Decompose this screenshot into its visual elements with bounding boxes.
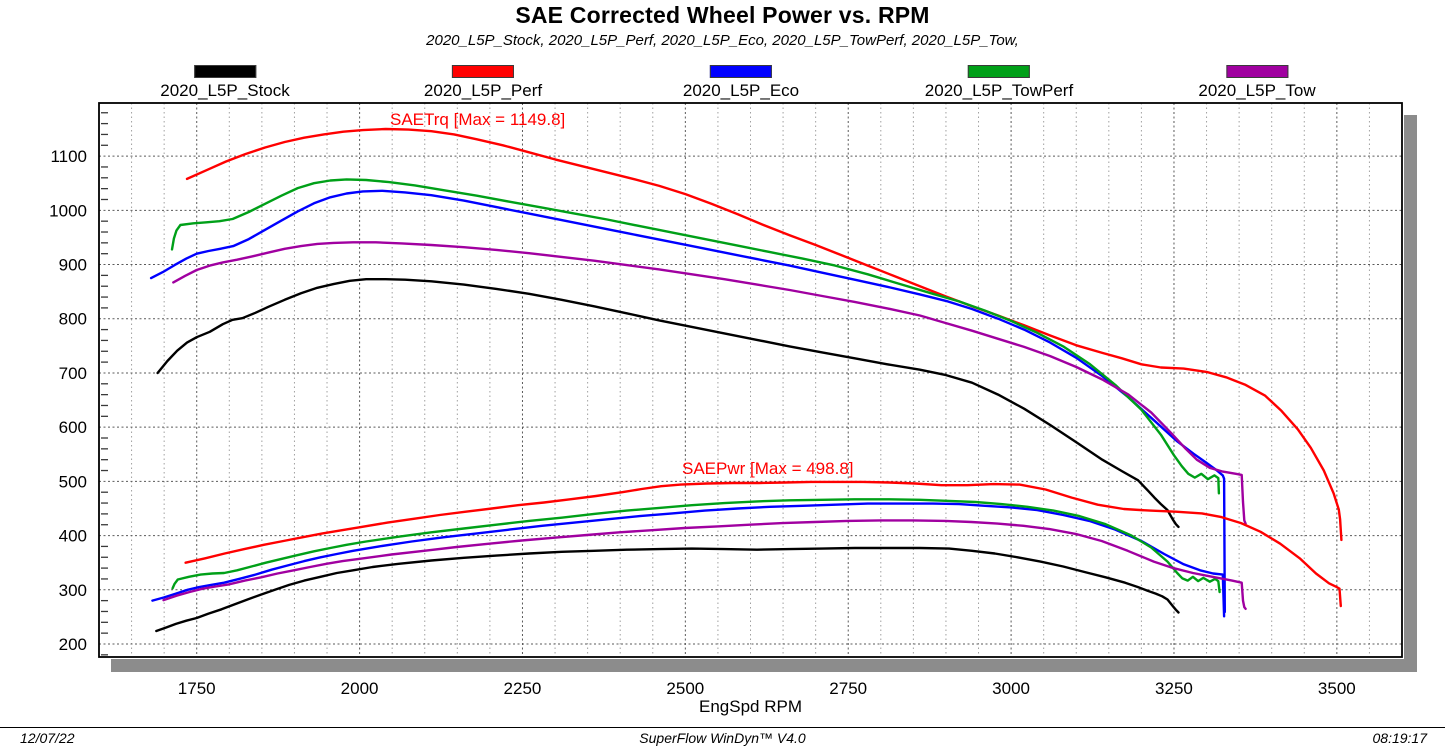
saetrq-max-annotation: SAETrq [Max = 1149.8] (390, 110, 566, 129)
curve-SAEPwr-2020_L5P_TowPerf (171, 498, 1221, 594)
gridlines (99, 103, 1402, 657)
x-tick-label: 2000 (341, 679, 379, 698)
y-tick-label: 300 (59, 581, 87, 600)
footer-app-version: SuperFlow WinDyn™ V4.0 (639, 730, 806, 746)
x-tick-label: 2750 (829, 679, 867, 698)
plot-border (98, 102, 1403, 658)
plot-shadow-right (1404, 115, 1417, 672)
y-tick-label: 500 (59, 472, 87, 491)
y-tick-label: 900 (59, 256, 87, 275)
legend-swatch (194, 65, 256, 78)
legend-item-2020_L5P_TowPerf: 2020_L5P_TowPerf (925, 65, 1073, 101)
legend-swatch (1226, 65, 1288, 78)
legend-label: 2020_L5P_Eco (682, 81, 800, 100)
footer-date: 12/07/22 (20, 730, 75, 746)
legend-label: 2020_L5P_TowPerf (924, 81, 1074, 100)
legend-item-2020_L5P_Eco: 2020_L5P_Eco (683, 65, 799, 101)
saepwr-max-annotation: SAEPwr [Max = 498.8] (682, 459, 854, 478)
legend: 2020_L5P_Stock 2020_L5P_Perf 2020_L5P_Eco 2… (0, 0, 1445, 105)
x-tick-label: 1750 (178, 679, 216, 698)
x-tick-label: 3000 (992, 679, 1030, 698)
y-tick-label: 1100 (50, 147, 87, 166)
legend-swatch (452, 65, 514, 78)
y-tick-label: 1000 (49, 201, 87, 220)
curve-SAEPwr-2020_L5P_Eco (151, 502, 1226, 618)
curves (149, 127, 1343, 633)
legend-label: 2020_L5P_Tow (1198, 81, 1316, 100)
x-tick-label: 3500 (1318, 679, 1356, 698)
curve-SAETrq-2020_L5P_Perf (185, 127, 1343, 542)
y-tick-label: 400 (59, 527, 87, 546)
curve-SAEPwr-2020_L5P_Tow (162, 519, 1247, 610)
legend-item-2020_L5P_Tow: 2020_L5P_Tow (1198, 65, 1316, 101)
curve-SAETrq-2020_L5P_TowPerf (170, 178, 1221, 495)
x-tick-label: 2500 (666, 679, 704, 698)
axis-tick-labels: 1750 2000 2250 2500 2750 3000 3250 3500 200 300 40… (49, 147, 1356, 698)
chart-title: SAE Corrected Wheel Power vs. RPM (515, 2, 930, 28)
curve-SAEPwr-2020_L5P_Stock (155, 546, 1180, 633)
legend-item-2020_L5P_Stock: 2020_L5P_Stock (160, 65, 290, 101)
footer-divider (0, 727, 1445, 728)
curve-SAETrq-2020_L5P_Stock (156, 278, 1180, 529)
chart-subtitle: 2020_L5P_Stock, 2020_L5P_Perf, 2020_L5P_… (426, 32, 1019, 49)
y-tick-label: 800 (59, 310, 87, 329)
y-tick-label: 600 (59, 418, 87, 437)
x-axis-title: EngSpd RPM (699, 697, 802, 716)
y-tick-label: 700 (59, 364, 87, 383)
legend-label: 2020_L5P_Stock (160, 81, 290, 100)
legend-swatch (967, 65, 1030, 78)
plot-shadow-bottom (111, 659, 1414, 672)
y-tick-label: 200 (59, 635, 87, 654)
curve-SAETrq-2020_L5P_Tow (172, 241, 1247, 525)
x-tick-label: 3250 (1155, 679, 1193, 698)
curve-SAEPwr-2020_L5P_Perf (184, 480, 1343, 608)
footer-time: 08:19:17 (1372, 730, 1428, 746)
legend-label: 2020_L5P_Perf (423, 81, 543, 100)
legend-item-2020_L5P_Perf: 2020_L5P_Perf (424, 65, 542, 101)
x-tick-label: 2250 (504, 679, 542, 698)
legend-swatch (710, 65, 772, 78)
